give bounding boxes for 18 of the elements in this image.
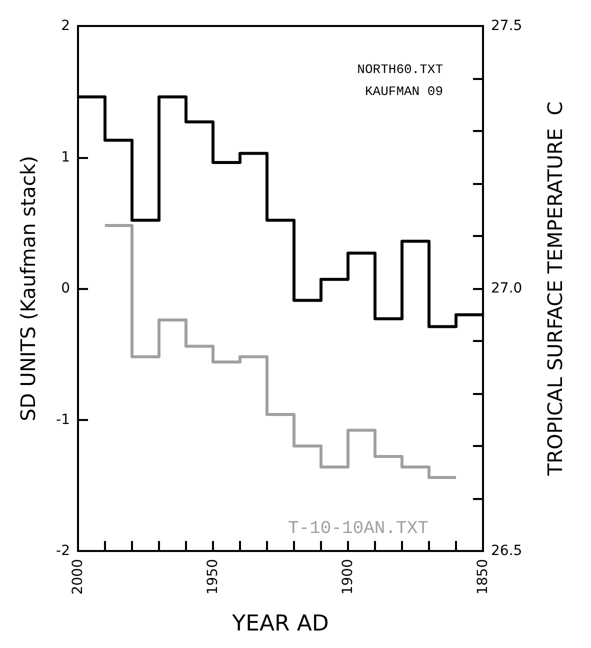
y-tick-label: 1 <box>61 149 70 166</box>
text: T-10-10AN.TXT <box>288 519 429 539</box>
x-tick-label: 2000 <box>70 559 86 595</box>
y2-axis-title: TROPICAL SURFACE TEMPERATURE C <box>543 101 567 477</box>
x-axis-title: YEAR AD <box>231 612 329 636</box>
y2-tick-label: 26.5 <box>491 543 522 559</box>
y-tick-label: -2 <box>56 543 70 559</box>
y-tick-label: 2 <box>61 18 70 34</box>
y-tick-label: 0 <box>61 280 70 296</box>
x-tick-label: 1850 <box>475 559 491 595</box>
y2-tick-label: 27.0 <box>491 280 522 296</box>
y-tick-label: -1 <box>56 412 70 428</box>
x-tick-label: 1900 <box>340 559 356 595</box>
annotation: KAUFMAN 09 <box>364 84 444 99</box>
y-axis-title: SD UNITS (Kaufman stack) <box>16 156 40 422</box>
y2-tick-label: 27.5 <box>491 18 522 34</box>
x-tick-label: 1950 <box>205 559 221 595</box>
annotation: NORTH60.TXT <box>357 62 444 77</box>
